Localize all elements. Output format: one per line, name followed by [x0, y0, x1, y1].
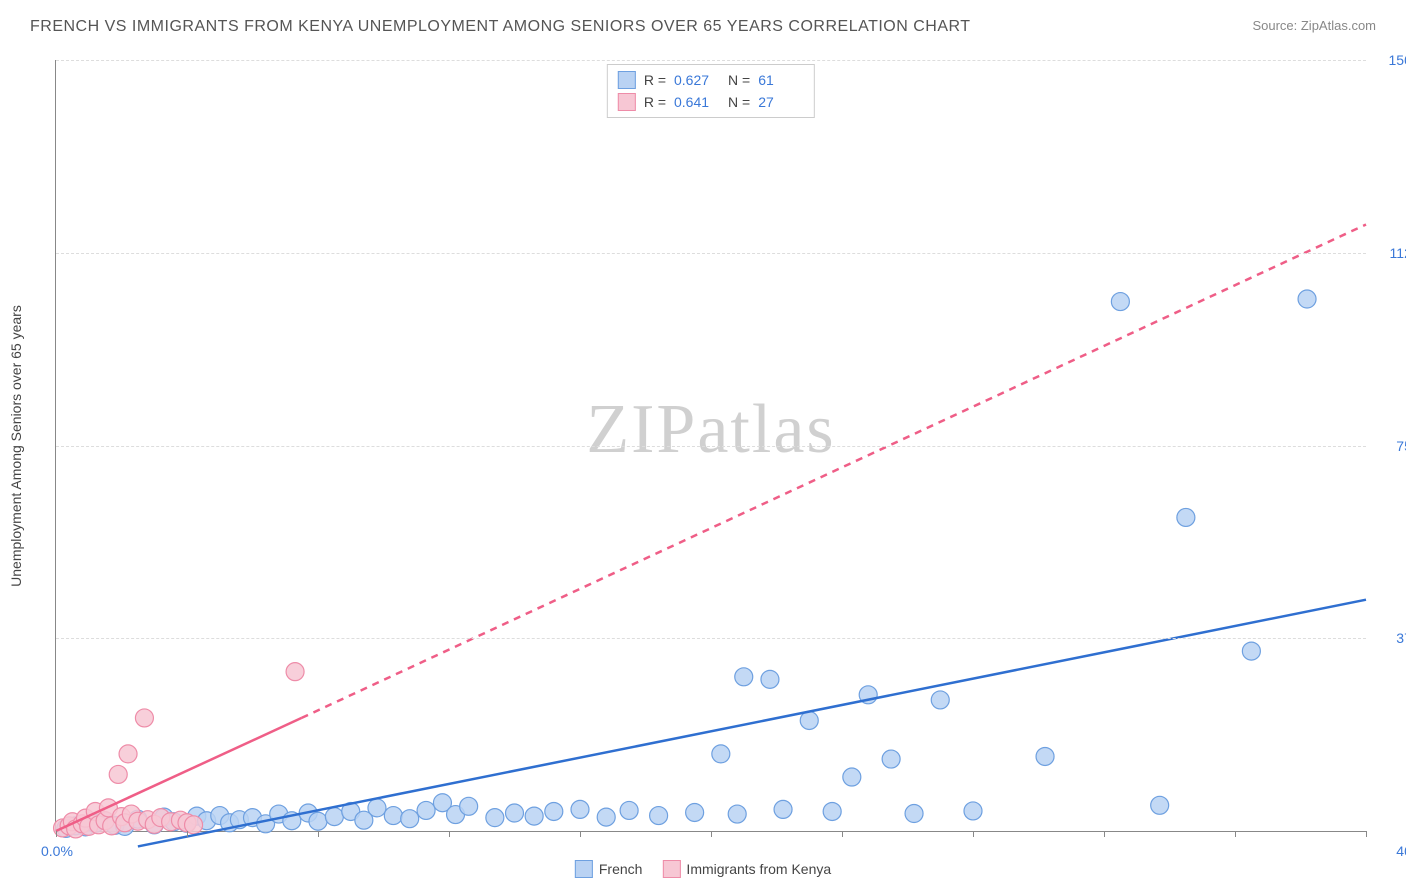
y-axis-label: Unemployment Among Seniors over 65 years [8, 305, 24, 587]
x-tick [1235, 831, 1236, 837]
data-point [735, 668, 753, 686]
data-point [964, 802, 982, 820]
data-point [728, 805, 746, 823]
legend-swatch [618, 71, 636, 89]
y-tick-label: 112.5% [1376, 245, 1406, 261]
data-point [1036, 747, 1054, 765]
data-point [597, 808, 615, 826]
trend-line [302, 224, 1366, 717]
legend-swatch [575, 860, 593, 878]
gridline [56, 446, 1366, 447]
y-tick-label: 150.0% [1376, 52, 1406, 68]
data-point [931, 691, 949, 709]
legend-stat-row: R = 0.641 N = 27 [618, 91, 804, 113]
data-point [1298, 290, 1316, 308]
data-point [384, 807, 402, 825]
data-point [823, 802, 841, 820]
data-point [486, 809, 504, 827]
x-axis-origin-label: 0.0% [41, 843, 73, 859]
data-point [774, 800, 792, 818]
gridline [56, 638, 1366, 639]
data-point [506, 804, 524, 822]
data-point [368, 799, 386, 817]
data-point [620, 801, 638, 819]
data-point [1111, 293, 1129, 311]
gridline [56, 253, 1366, 254]
data-point [650, 807, 668, 825]
legend-swatch [618, 93, 636, 111]
data-point [686, 803, 704, 821]
legend-r-label: R = [644, 94, 666, 110]
x-tick [973, 831, 974, 837]
data-point [135, 709, 153, 727]
x-axis-max-label: 40.0% [1376, 843, 1406, 859]
chart-source: Source: ZipAtlas.com [1252, 18, 1376, 33]
data-point [460, 797, 478, 815]
x-tick [1104, 831, 1105, 837]
legend-r-value: 0.641 [674, 94, 720, 110]
legend-stat-row: R = 0.627 N = 61 [618, 69, 804, 91]
legend-series: French Immigrants from Kenya [575, 860, 831, 878]
data-point [309, 812, 327, 830]
data-point [712, 745, 730, 763]
x-tick [842, 831, 843, 837]
trend-line [138, 600, 1366, 847]
legend-series-label: French [599, 861, 643, 877]
legend-swatch [662, 860, 680, 878]
chart-title: FRENCH VS IMMIGRANTS FROM KENYA UNEMPLOY… [30, 18, 971, 36]
x-tick [187, 831, 188, 837]
legend-stats: R = 0.627 N = 61 R = 0.641 N = 27 [607, 64, 815, 118]
x-tick [580, 831, 581, 837]
chart-plot-area: Unemployment Among Seniors over 65 years… [55, 60, 1366, 832]
legend-r-value: 0.627 [674, 72, 720, 88]
legend-n-label: N = [728, 94, 750, 110]
data-point [1242, 642, 1260, 660]
legend-n-value: 27 [758, 94, 804, 110]
gridline [56, 60, 1366, 61]
legend-n-value: 61 [758, 72, 804, 88]
x-tick [1366, 831, 1367, 837]
legend-series-label: Immigrants from Kenya [686, 861, 831, 877]
y-tick-label: 37.5% [1376, 630, 1406, 646]
x-tick [318, 831, 319, 837]
data-point [1151, 796, 1169, 814]
legend-r-label: R = [644, 72, 666, 88]
x-tick [711, 831, 712, 837]
data-point [325, 808, 343, 826]
legend-series-item: French [575, 860, 643, 878]
data-point [843, 768, 861, 786]
data-point [905, 805, 923, 823]
legend-series-item: Immigrants from Kenya [662, 860, 831, 878]
data-point [882, 750, 900, 768]
data-point [417, 801, 435, 819]
data-point [571, 800, 589, 818]
data-point [109, 765, 127, 783]
x-tick [449, 831, 450, 837]
data-point [1177, 508, 1195, 526]
y-tick-label: 75.0% [1376, 438, 1406, 454]
data-point [119, 745, 137, 763]
data-point [761, 670, 779, 688]
data-point [545, 802, 563, 820]
data-point [525, 807, 543, 825]
data-point [800, 711, 818, 729]
data-point [401, 810, 419, 828]
x-tick [56, 831, 57, 837]
legend-n-label: N = [728, 72, 750, 88]
data-point [286, 663, 304, 681]
